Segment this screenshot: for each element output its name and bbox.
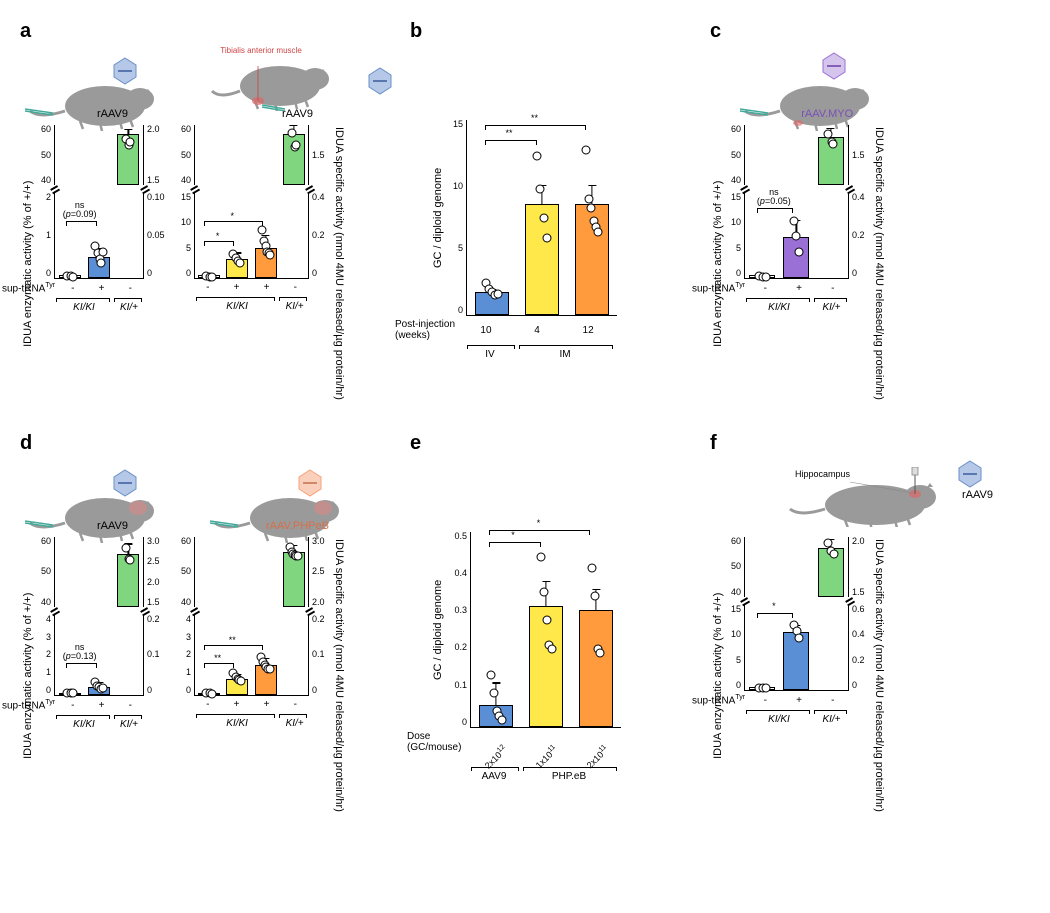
- virus-label: rAAV9: [962, 489, 993, 501]
- panel-a: a rAAV9 Tibialis anteri: [20, 20, 390, 402]
- mouse-brain-icon: [210, 483, 350, 543]
- virus-icon: [110, 468, 140, 498]
- panel-d-diagrams: rAAV9 rAAV.PHPeB: [20, 452, 390, 532]
- panel-letter-b: b: [410, 20, 422, 43]
- panel-letter-a: a: [20, 20, 31, 43]
- mouse-im-icon: [210, 51, 350, 111]
- panel-letter-e: e: [410, 432, 421, 455]
- panel-e: e GC / diploid genome 0.50.40.30.20.10 *…: [410, 432, 690, 814]
- panel-letter-f: f: [710, 432, 717, 455]
- panel-d: d rAAV9: [20, 432, 390, 814]
- figure-grid: a rAAV9 Tibialis anteri: [20, 20, 1030, 814]
- virus-icon: [295, 468, 325, 498]
- panel-letter-d: d: [20, 432, 32, 455]
- chart-f: IDUA enzymatic activity (% of +/+) 60504…: [710, 537, 1040, 814]
- chart-d-left: IDUA enzymatic activity (% of +/+) 60504…: [20, 537, 166, 814]
- panel-f: f Hippocampus r: [710, 432, 1040, 814]
- mouse-iv-icon: [740, 71, 880, 131]
- y-left-label: IDUA enzymatic activity (% of +/+): [20, 125, 36, 402]
- panel-d-charts: IDUA enzymatic activity (% of +/+) 60504…: [20, 537, 390, 814]
- y-right-label: IDUA specific activity (nmol 4MU release…: [871, 537, 887, 814]
- panel-b: b GC / diploid genome 151050 ** **: [410, 20, 690, 402]
- chart-e: GC / diploid genome 0.50.40.30.20.10 * *: [430, 532, 690, 728]
- mouse-iv-icon: [25, 71, 165, 131]
- virus-icon: [365, 66, 395, 96]
- muscle-annotation: Tibialis anterior muscle: [220, 46, 302, 55]
- virus-icon: [819, 51, 849, 81]
- panel-letter-c: c: [710, 20, 721, 43]
- mouse-brain-icon: [25, 483, 165, 543]
- y-label-e: GC / diploid genome: [430, 532, 446, 728]
- panel-f-diagram: Hippocampus rAAV9: [710, 452, 1040, 532]
- panel-a-charts: IDUA enzymatic activity (% of +/+) 60504…: [20, 125, 390, 402]
- chart-a-left: IDUA enzymatic activity (% of +/+) 60504…: [20, 125, 166, 402]
- y-left-label: IDUA enzymatic activity (% of +/+): [710, 125, 726, 402]
- chart-b: GC / diploid genome 151050 ** **: [430, 120, 690, 316]
- chart-c: IDUA enzymatic activity (% of +/+) 60504…: [710, 125, 1040, 402]
- virus-icon: [110, 56, 140, 86]
- y-left-label: IDUA enzymatic activity (% of +/+): [20, 537, 36, 814]
- y-right-label: IDUA specific activity (nmol 4MU release…: [331, 537, 347, 814]
- panel-c-diagram: rAAV.MYO: [710, 40, 1040, 120]
- y-right-label: IDUA specific activity (nmol 4MU release…: [331, 125, 347, 402]
- chart-d-right: 605040 3.02.52.0 43210 0.20.10: [176, 537, 347, 814]
- hippocampus-annotation: Hippocampus: [795, 469, 850, 479]
- chart-a-right: 605040 1.5 151050 0.40.20: [176, 125, 347, 402]
- y-right-label: IDUA specific activity (nmol 4MU release…: [871, 125, 887, 402]
- y-left-label: IDUA enzymatic activity (% of +/+): [710, 537, 726, 814]
- virus-icon: [955, 459, 985, 489]
- panel-c: c rAAV.MYO: [710, 20, 1040, 402]
- y-label-b: GC / diploid genome: [430, 120, 446, 316]
- panel-a-diagrams: rAAV9 Tibialis anterior muscle: [20, 40, 390, 120]
